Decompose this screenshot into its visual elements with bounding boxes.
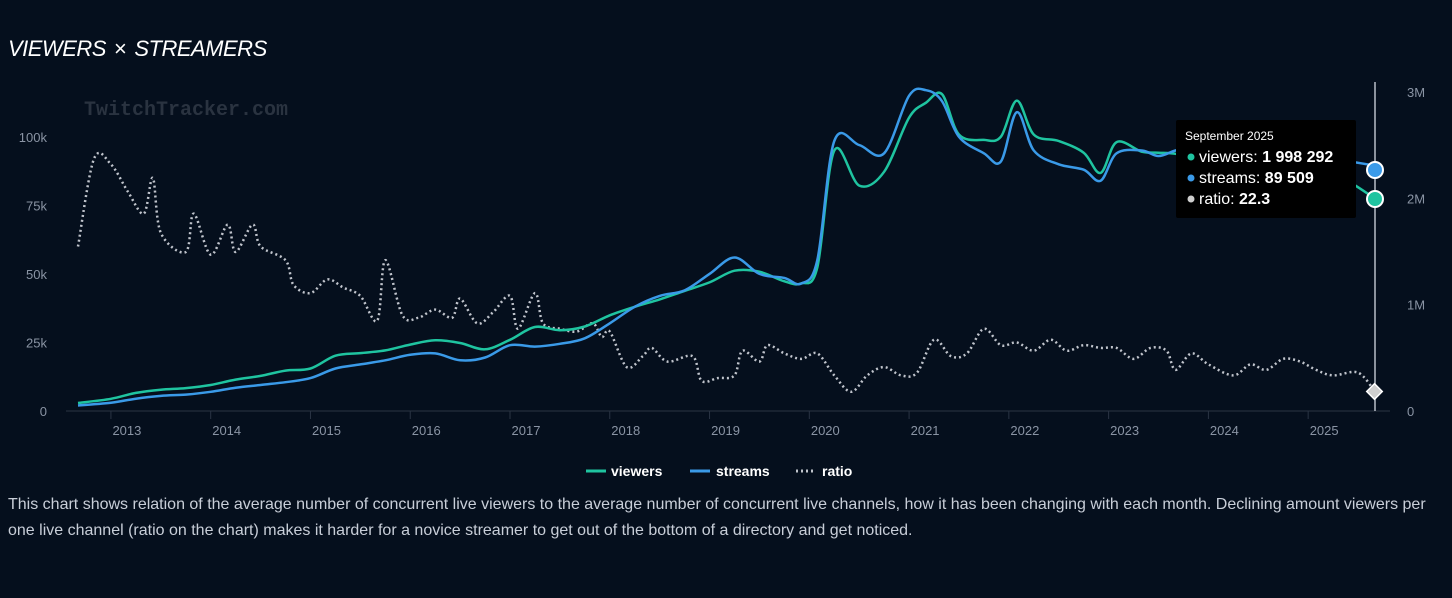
x-tick-label: 2013 [112, 423, 141, 438]
x-tick-label: 2021 [911, 423, 940, 438]
right-tick-label: 2M [1407, 191, 1425, 206]
tooltip-date: September 2025 [1185, 129, 1274, 143]
hover-markers [1365, 161, 1384, 401]
left-tick-label: 75k [26, 198, 47, 213]
left-tick-label: 50k [26, 267, 47, 282]
tooltip-bullet-streams [1187, 174, 1195, 182]
tooltip: September 2025 viewers: 1 998 292 streams… [1176, 120, 1356, 218]
marker-streams [1366, 161, 1384, 179]
x-tick-label: 2019 [711, 423, 740, 438]
x-tick-label: 2022 [1010, 423, 1039, 438]
left-axis: 0 25k 50k 75k 100k [19, 130, 48, 419]
x-tick-label: 2018 [611, 423, 640, 438]
x-tick-label: 2024 [1210, 423, 1239, 438]
marker-ratio [1365, 382, 1384, 401]
watermark: TwitchTracker.com [84, 99, 288, 122]
x-tick-label: 2015 [312, 423, 341, 438]
left-tick-label: 25k [26, 335, 47, 350]
chart-title: VIEWERS × STREAMERS [8, 36, 267, 62]
title-separator: × [113, 36, 127, 61]
legend-viewers[interactable]: viewers [611, 463, 663, 479]
marker-viewers [1366, 190, 1384, 208]
tooltip-bullet-ratio [1187, 195, 1195, 203]
right-axis: 0 1M 2M 3M [1407, 85, 1425, 419]
left-tick-label: 100k [19, 130, 48, 145]
title-viewers: VIEWERS [8, 36, 106, 61]
tooltip-bullet-viewers [1187, 153, 1195, 161]
tooltip-row-streams: streams: 89 509 [1199, 170, 1314, 187]
right-tick-label: 1M [1407, 298, 1425, 313]
tooltip-row-ratio: ratio: 22.3 [1199, 191, 1270, 208]
chart-description: This chart shows relation of the average… [8, 496, 1426, 539]
title-streamers: STREAMERS [134, 36, 267, 61]
x-axis: 2013 2014 2015 2016 2017 2018 2019 2020 2021 2022… [110, 411, 1339, 438]
right-tick-label: 0 [1407, 404, 1414, 419]
legend-ratio[interactable]: ratio [822, 463, 852, 479]
x-tick-label: 2016 [412, 423, 441, 438]
x-tick-label: 2017 [512, 423, 541, 438]
x-tick-label: 2020 [811, 423, 840, 438]
series-layer [76, 87, 1376, 407]
tooltip-row-viewers: viewers: 1 998 292 [1199, 149, 1333, 166]
x-tick-label: 2025 [1310, 423, 1339, 438]
tooltip-box [1176, 120, 1356, 218]
left-tick-label: 0 [40, 404, 47, 419]
chart-area[interactable]: TwitchTracker.com 0 25k 50k 75k 100k 0 1M 2M 3M… [0, 0, 1452, 490]
x-tick-label: 2023 [1110, 423, 1139, 438]
right-tick-label: 3M [1407, 85, 1425, 100]
legend-streams[interactable]: streams [716, 463, 770, 479]
x-tick-label: 2014 [212, 423, 241, 438]
legend[interactable]: viewers streams ratio [586, 463, 852, 479]
series-line-streams [77, 87, 1376, 407]
